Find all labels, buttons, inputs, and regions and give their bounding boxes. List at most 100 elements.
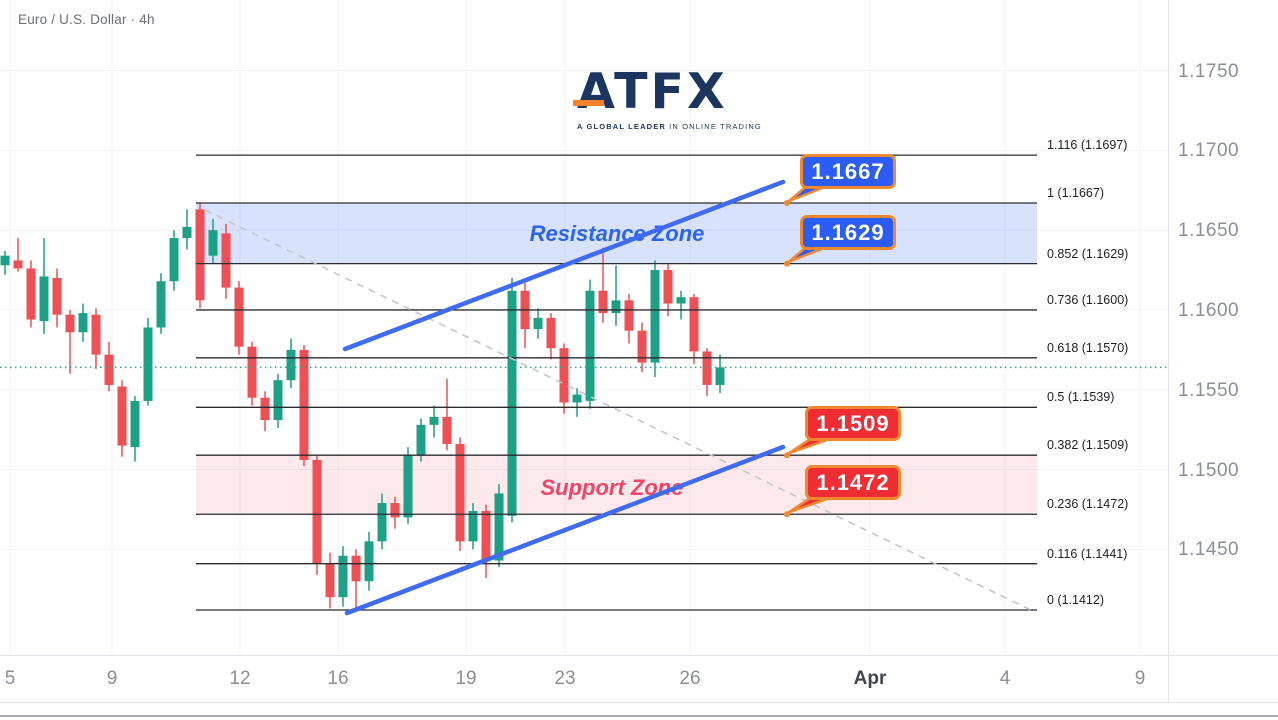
candle-body bbox=[208, 230, 218, 256]
candle-body bbox=[234, 287, 244, 347]
fib-level-label[interactable]: 0.382 (1.1509) bbox=[1047, 438, 1129, 453]
candle-body bbox=[494, 493, 504, 561]
candle-body bbox=[312, 459, 322, 564]
candle-body bbox=[351, 555, 361, 582]
atfx-logo-text: ATFX bbox=[577, 63, 728, 120]
candle-body bbox=[130, 400, 140, 448]
callout-anchor-dot[interactable] bbox=[784, 452, 790, 459]
dashed-trendline[interactable] bbox=[204, 209, 1036, 613]
candle-body bbox=[572, 394, 582, 403]
fib-level-label[interactable]: 1 (1.1667) bbox=[1047, 186, 1104, 200]
candle-body bbox=[611, 300, 621, 314]
candle-body bbox=[507, 290, 517, 516]
candle-body bbox=[325, 563, 335, 598]
candle-body bbox=[663, 270, 673, 304]
channel-trend-line[interactable] bbox=[344, 444, 786, 616]
candle-body bbox=[195, 209, 205, 301]
candle-body bbox=[52, 278, 62, 315]
candle-body bbox=[104, 354, 114, 385]
candle-body bbox=[598, 290, 608, 314]
candle-body bbox=[377, 503, 387, 542]
candle-body bbox=[403, 455, 413, 518]
candle-body bbox=[637, 330, 647, 363]
candle-body bbox=[702, 351, 712, 385]
candle-body bbox=[91, 314, 101, 355]
resistance-zone-label: Resistance Zone bbox=[530, 221, 705, 246]
atfx-logo-orange-bar bbox=[573, 100, 604, 106]
price-callout[interactable]: 1.1472 bbox=[805, 465, 901, 501]
candle-body bbox=[26, 268, 36, 320]
candle-body bbox=[364, 541, 374, 582]
time-tick-label: 23 bbox=[554, 668, 576, 689]
candle-body bbox=[624, 300, 634, 331]
candle-body bbox=[650, 270, 660, 363]
candle-body bbox=[182, 226, 192, 239]
candle-body bbox=[143, 327, 153, 401]
fib-level-label[interactable]: 0.618 (1.1570) bbox=[1047, 340, 1129, 355]
fib-level-label[interactable]: 0 (1.1412) bbox=[1047, 592, 1104, 607]
candle-body bbox=[468, 511, 478, 542]
candle-body bbox=[169, 238, 179, 282]
candle-body bbox=[117, 386, 127, 446]
candle-body bbox=[455, 443, 465, 542]
time-axis-separator bbox=[0, 655, 1278, 656]
callout-anchor-dot[interactable] bbox=[784, 260, 790, 267]
candle-body bbox=[338, 555, 348, 598]
tagline-rest: IN ONLINE TRADING bbox=[669, 122, 762, 131]
candle-body bbox=[481, 511, 491, 561]
support-zone-label: Support Zone bbox=[541, 475, 684, 500]
fib-level-label[interactable]: 1.116 (1.1697) bbox=[1047, 138, 1128, 153]
fib-level-label[interactable]: 0.5 (1.1539) bbox=[1047, 390, 1115, 405]
time-axis[interactable] bbox=[0, 656, 1278, 702]
time-tick-label: Apr bbox=[853, 668, 887, 689]
candle-body bbox=[0, 255, 10, 266]
candle-body bbox=[156, 281, 166, 328]
candle-body bbox=[78, 313, 88, 333]
time-tick-label: 4 bbox=[999, 668, 1011, 689]
symbol-title: Euro / U.S. Dollar · 4h bbox=[18, 12, 155, 27]
price-callout[interactable]: 1.1509 bbox=[805, 406, 901, 442]
candle-body bbox=[273, 380, 283, 421]
candle-body bbox=[559, 348, 569, 403]
candle-body bbox=[13, 260, 23, 269]
candle-body bbox=[715, 367, 725, 385]
price-tick-label: 1.1500 bbox=[1178, 459, 1240, 481]
candle-body bbox=[39, 276, 49, 322]
price-tick-label: 1.1650 bbox=[1178, 220, 1240, 242]
atfx-logo-tagline: A GLOBAL LEADER IN ONLINE TRADING bbox=[577, 122, 761, 131]
price-axis[interactable] bbox=[1169, 0, 1278, 702]
price-tick-label: 1.1600 bbox=[1178, 299, 1240, 321]
fib-level-label[interactable]: 0.852 (1.1629) bbox=[1047, 246, 1129, 261]
callout-anchor-dot[interactable] bbox=[784, 200, 790, 206]
window-bottom-bar bbox=[0, 715, 1278, 717]
callout-anchor-dot[interactable] bbox=[784, 511, 790, 518]
price-tick-label: 1.1700 bbox=[1178, 140, 1240, 162]
candle-body bbox=[533, 317, 543, 330]
candle-body bbox=[260, 397, 270, 421]
time-tick-label: 9 bbox=[1134, 668, 1146, 689]
time-tick-label: 26 bbox=[679, 668, 701, 689]
candle-body bbox=[247, 346, 257, 398]
candle-body bbox=[416, 424, 426, 456]
time-tick-label: 16 bbox=[327, 668, 349, 689]
price-callout[interactable]: 1.1667 bbox=[800, 154, 896, 189]
candle-body bbox=[585, 290, 595, 401]
price-tick-label: 1.1550 bbox=[1178, 379, 1240, 401]
candle-body bbox=[442, 416, 452, 444]
resistance-zone[interactable] bbox=[196, 203, 1037, 264]
candle-body bbox=[676, 297, 686, 304]
fib-level-label[interactable]: 0.236 (1.1472) bbox=[1047, 497, 1129, 512]
channel-trend-line[interactable] bbox=[342, 179, 786, 352]
fib-level-label[interactable]: 0.736 (1.1600) bbox=[1047, 292, 1129, 307]
fib-level-label[interactable]: 0.116 (1.1441) bbox=[1047, 546, 1128, 561]
time-axis-bottom-separator bbox=[0, 702, 1278, 703]
price-callout[interactable]: 1.1629 bbox=[800, 214, 896, 250]
price-axis-separator bbox=[1168, 0, 1169, 702]
price-tick-label: 1.1450 bbox=[1178, 539, 1240, 561]
tagline-bold: A GLOBAL LEADER bbox=[577, 122, 666, 131]
candle-body bbox=[65, 314, 75, 333]
candle-body bbox=[689, 297, 699, 352]
time-tick-label: 12 bbox=[229, 668, 251, 689]
